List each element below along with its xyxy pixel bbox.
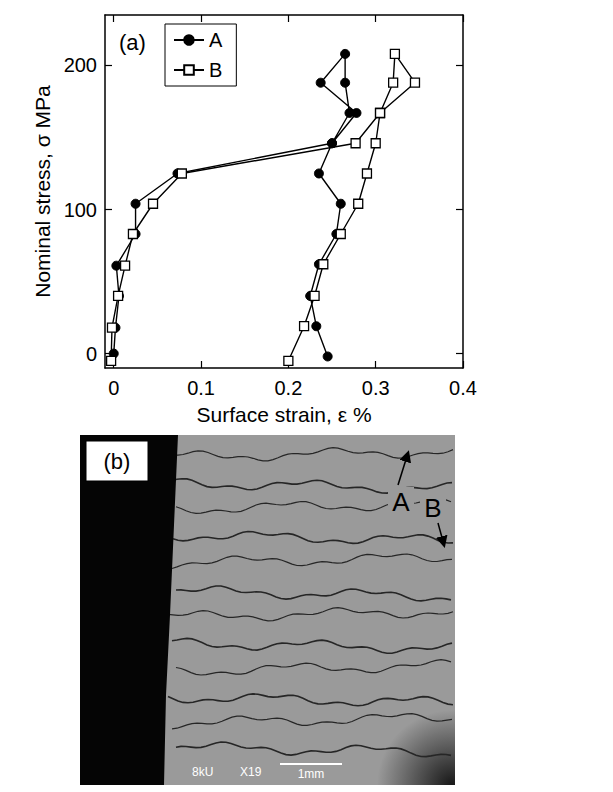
svg-text:200: 200 (64, 54, 97, 76)
svg-text:0.4: 0.4 (449, 377, 477, 399)
svg-text:A: A (392, 487, 410, 517)
svg-text:0: 0 (86, 343, 97, 365)
svg-text:B: B (424, 493, 441, 523)
svg-text:0.1: 0.1 (187, 377, 215, 399)
svg-text:Nominal stress, σ MPa: Nominal stress, σ MPa (31, 85, 54, 298)
svg-text:A: A (209, 29, 223, 51)
svg-text:Surface strain, ε %: Surface strain, ε % (196, 403, 371, 426)
svg-text:(b): (b) (104, 449, 131, 474)
svg-text:8kU: 8kU (192, 765, 213, 779)
svg-text:B: B (209, 59, 222, 81)
svg-text:0.2: 0.2 (274, 377, 302, 399)
svg-text:0.3: 0.3 (362, 377, 390, 399)
svg-text:(a): (a) (119, 30, 146, 55)
svg-text:X19: X19 (240, 765, 262, 779)
svg-text:0: 0 (108, 377, 119, 399)
svg-text:1mm: 1mm (298, 767, 325, 781)
svg-text:100: 100 (64, 199, 97, 221)
